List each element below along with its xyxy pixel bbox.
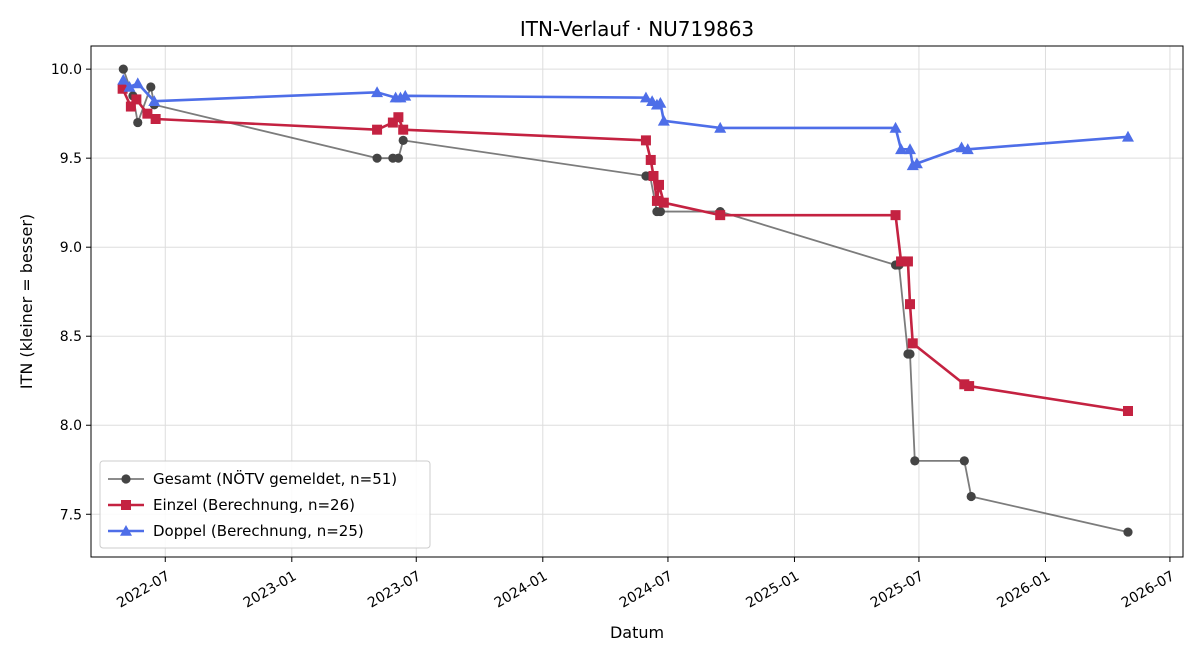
chart-title: ITN-Verlauf · NU719863 (520, 17, 754, 41)
y-tick-label: 8.0 (60, 418, 82, 434)
data-point (146, 82, 156, 92)
data-point (393, 153, 403, 163)
data-point (896, 256, 907, 267)
y-tick-label: 7.5 (60, 507, 82, 523)
legend-item: Einzel (Berechnung, n=26) (108, 496, 355, 514)
x-tick-label: 2026-07 (1119, 568, 1178, 611)
series-line (121, 88, 1129, 413)
series-layer (117, 64, 1134, 537)
data-point (905, 299, 915, 310)
data-point (966, 491, 976, 502)
legend-box (99, 460, 431, 549)
data-point (1122, 406, 1133, 416)
data-point (714, 121, 727, 133)
legend-label: Doppel (Berechnung, n=25) (153, 522, 364, 540)
data-point (715, 210, 726, 221)
series-square (117, 83, 1133, 416)
data-point (131, 77, 144, 89)
data-point (654, 96, 667, 108)
plot-frame (90, 45, 1184, 558)
data-point (895, 143, 908, 155)
legend-swatch-marker (120, 525, 132, 536)
x-tick-label: 2022-07 (114, 568, 173, 611)
legend-item: Gesamt (NÖTV gemeldet, n=51) (108, 469, 397, 488)
data-point (117, 73, 130, 85)
data-point (654, 179, 665, 190)
data-point (904, 143, 916, 155)
data-point (133, 117, 143, 128)
data-point (655, 206, 665, 217)
data-point (902, 256, 913, 267)
data-point (125, 101, 136, 112)
data-point (372, 153, 382, 163)
data-point (910, 456, 920, 466)
data-point (131, 94, 142, 105)
data-point (1121, 130, 1134, 142)
series-line (122, 78, 1129, 167)
data-point (117, 83, 128, 94)
data-point (150, 114, 161, 124)
data-point (639, 91, 652, 103)
data-point (961, 143, 974, 155)
x-tick-label: 2023-07 (365, 568, 424, 611)
data-point (398, 135, 408, 145)
data-point (142, 108, 153, 119)
legend-label: Einzel (Berechnung, n=26) (153, 496, 355, 514)
data-point (387, 117, 398, 128)
data-point (658, 197, 669, 208)
data-point (889, 121, 902, 133)
data-point (905, 349, 915, 359)
data-point (890, 210, 901, 221)
data-point (657, 114, 670, 126)
x-tick-label: 2024-01 (492, 568, 551, 611)
data-point (399, 89, 412, 101)
legend-item: Doppel (Berechnung, n=25) (108, 522, 364, 540)
data-point (118, 64, 128, 74)
data-point (371, 86, 384, 98)
data-point (148, 95, 161, 106)
x-tick-label: 2025-07 (868, 568, 927, 611)
data-point (393, 112, 404, 123)
data-point (640, 135, 651, 146)
x-axis-label: Datum (610, 623, 664, 642)
data-point (959, 456, 969, 466)
x-tick-label: 2026-01 (994, 568, 1053, 611)
x-tick-label: 2025-01 (743, 568, 802, 611)
x-tick-label: 2024-07 (617, 568, 676, 611)
data-point (910, 157, 923, 169)
legend-label: Gesamt (NÖTV gemeldet, n=51) (153, 469, 397, 488)
series-triangle (117, 73, 1134, 171)
y-tick-label: 10.0 (51, 62, 82, 78)
data-point (1123, 527, 1133, 537)
data-point (651, 195, 662, 206)
x-tick-label: 2023-01 (241, 568, 300, 611)
data-point (645, 154, 656, 165)
data-point (372, 124, 383, 135)
data-point (398, 124, 409, 135)
data-point (907, 338, 918, 349)
grid-layer (91, 46, 1183, 557)
series-line (122, 68, 1129, 533)
data-point (123, 80, 136, 92)
legend-swatch-marker (121, 500, 131, 510)
y-tick-label: 9.0 (60, 240, 82, 256)
y-tick-label: 8.5 (60, 329, 82, 345)
y-tick-label: 9.5 (60, 151, 82, 167)
data-point (964, 381, 975, 392)
legend: Gesamt (NÖTV gemeldet, n=51) Einzel (Bere… (99, 460, 431, 549)
data-point (648, 170, 659, 181)
y-axis-label: ITN (kleiner = besser) (17, 214, 36, 389)
legend-swatch-marker (121, 474, 131, 484)
